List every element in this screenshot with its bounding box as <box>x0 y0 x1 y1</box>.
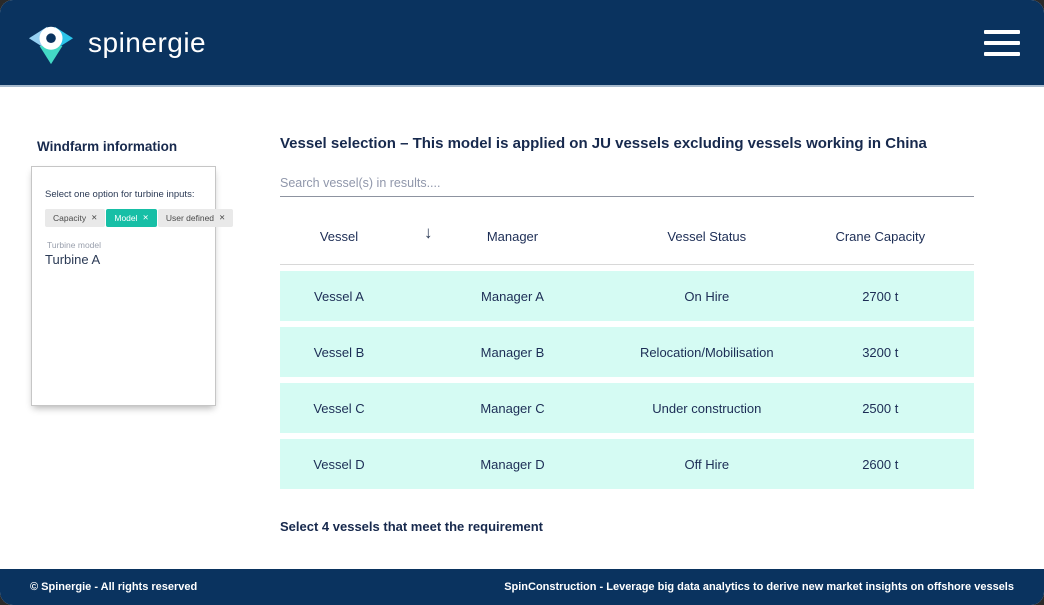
footer-bar: © Spinergie - All rights reserved SpinCo… <box>0 569 1044 605</box>
vessel-name: Vessel D <box>313 456 365 472</box>
vessel-manager: Manager A <box>481 288 544 304</box>
chip-model[interactable]: Model ✕ <box>106 209 157 227</box>
vessel-status: Off Hire <box>684 456 730 472</box>
footer-copyright: © Spinergie - All rights reserved <box>30 581 198 593</box>
vessel-status: On Hire <box>684 288 730 304</box>
vessel-manager: Manager D <box>480 456 545 472</box>
brand-name: spinergie <box>88 26 207 58</box>
spinergie-pin-icon <box>28 20 74 66</box>
table-header-row: Vessel Manager Vessel Status Crane Capac… <box>280 209 974 265</box>
vessel-name: Vessel C <box>313 400 365 416</box>
chip-user-defined[interactable]: User defined ✕ <box>157 209 234 227</box>
page-title: Vessel selection – This model is applied… <box>280 135 927 152</box>
menu-bar <box>984 29 1020 34</box>
column-header-vessel-status[interactable]: Vessel Status <box>667 229 747 244</box>
vessel-manager: Manager B <box>480 344 545 360</box>
turbine-model-value: Turbine A <box>45 252 101 267</box>
crane-capacity: 2500 t <box>862 400 899 416</box>
table-row[interactable]: Vessel A Manager A On Hire 2700 t <box>280 271 974 321</box>
close-icon[interactable]: ✕ <box>219 213 226 223</box>
chip-label: User defined <box>165 213 215 223</box>
vessel-status: Relocation/Mobilisation <box>639 344 774 360</box>
windfarm-panel: Select one option for turbine inputs: Ca… <box>31 166 234 406</box>
top-navbar: spinergie <box>0 0 1044 87</box>
close-icon[interactable]: ✕ <box>142 213 149 223</box>
close-icon[interactable]: ✕ <box>91 213 98 223</box>
vessel-name: Vessel A <box>314 288 364 304</box>
chip-capacity[interactable]: Capacity ✕ <box>45 209 106 227</box>
selection-instruction: Select 4 vessels that meet the requireme… <box>280 519 544 534</box>
crane-capacity: 2700 t <box>862 288 899 304</box>
content-area: Windfarm information Select one option f… <box>0 89 1044 569</box>
chip-label: Model <box>114 213 138 223</box>
turbine-inputs-instruction: Select one option for turbine inputs: <box>45 189 195 200</box>
chip-label: Capacity <box>53 213 87 223</box>
brand-logo: spinergie <box>28 20 206 66</box>
search-input[interactable] <box>280 169 974 197</box>
vessel-table: Vessel Manager Vessel Status Crane Capac… <box>280 209 974 489</box>
column-header-vessel[interactable]: Vessel <box>319 229 359 244</box>
sort-descending-icon[interactable]: ↓ <box>424 223 433 242</box>
turbine-input-chips: Capacity ✕ Model ✕ User defined ✕ <box>45 209 234 227</box>
table-row[interactable]: Vessel D Manager D Off Hire 2600 t <box>280 439 974 489</box>
menu-icon[interactable] <box>984 29 1020 56</box>
vessel-name: Vessel B <box>313 344 365 360</box>
vessel-manager: Manager C <box>480 400 545 416</box>
footer-tagline: SpinConstruction - Leverage big data ana… <box>504 581 1014 593</box>
menu-bar <box>984 51 1020 56</box>
table-row[interactable]: Vessel C Manager C Under construction 25… <box>280 383 974 433</box>
crane-capacity: 3200 t <box>862 344 899 360</box>
column-header-crane-capacity[interactable]: Crane Capacity <box>835 229 926 244</box>
table-row[interactable]: Vessel B Manager B Relocation/Mobilisati… <box>280 327 974 377</box>
column-header-manager[interactable]: Manager <box>486 229 539 244</box>
menu-bar <box>984 40 1020 45</box>
vessel-status: Under construction <box>652 400 762 416</box>
crane-capacity: 2600 t <box>862 456 899 472</box>
turbine-model-label: Turbine model <box>47 240 102 250</box>
sidebar-title: Windfarm information <box>37 139 178 154</box>
